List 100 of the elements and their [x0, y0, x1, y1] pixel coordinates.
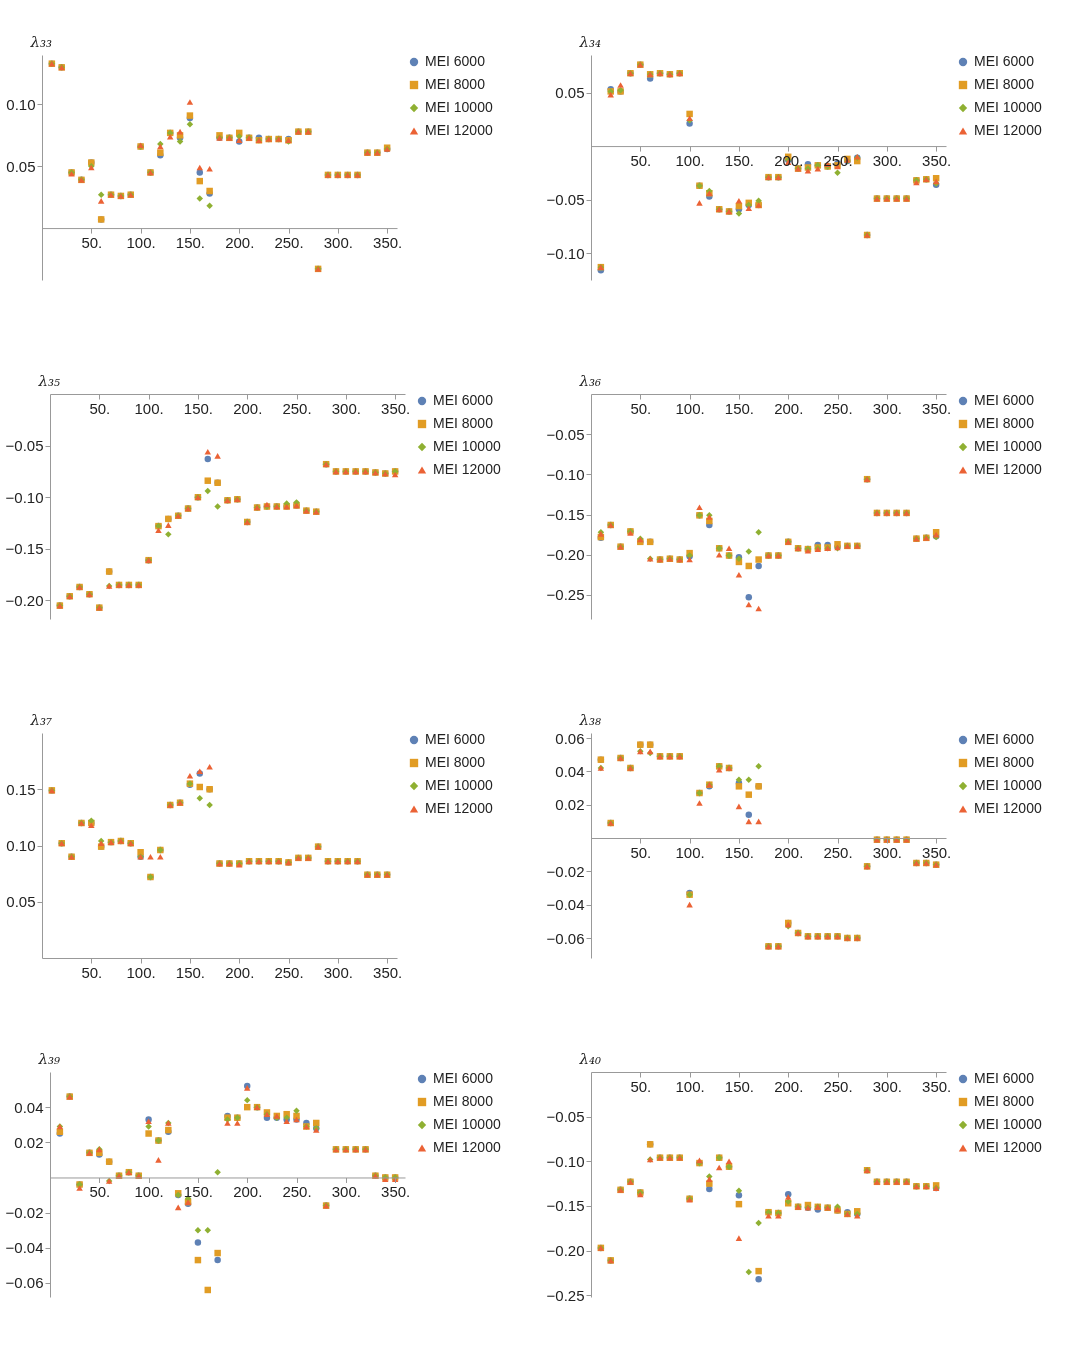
y-tick-label: −0.15 [5, 540, 44, 558]
legend-label: MEI 8000 [974, 754, 1035, 770]
legend-label: MEI 10000 [425, 99, 493, 115]
legend-label: MEI 12000 [425, 122, 493, 138]
y-tick-label: −0.04 [5, 1239, 44, 1257]
y-axis-title: λ₃₈ [578, 710, 602, 729]
legend-label: MEI 12000 [974, 1139, 1042, 1155]
legend-label: MEI 6000 [433, 1070, 494, 1086]
x-tick-label: 150. [183, 399, 214, 417]
legend-label: MEI 6000 [974, 53, 1035, 69]
x-tick-label: 350. [373, 233, 403, 251]
x-tick-label: 150. [183, 1182, 214, 1200]
legend-label: MEI 6000 [974, 392, 1035, 408]
x-tick-label: 250. [823, 1077, 853, 1095]
legend-label: MEI 8000 [974, 1093, 1035, 1109]
x-tick-label: 100. [675, 843, 705, 861]
y-axis-title: λ₃₄ [578, 32, 602, 51]
y-tick-label: 0.06 [555, 729, 585, 747]
y-axis-title: λ₃₉ [37, 1049, 61, 1068]
y-axis-title: λ₃₅ [37, 371, 61, 390]
x-tick-label: 50. [81, 963, 103, 981]
legend-label: MEI 12000 [433, 461, 501, 477]
y-tick-label: −0.10 [546, 465, 585, 483]
x-tick-label: 200. [225, 233, 255, 251]
x-tick-label: 300. [331, 1182, 361, 1200]
legend-label: MEI 6000 [425, 731, 486, 747]
x-tick-label: 250. [282, 1182, 312, 1200]
y-tick-label: 0.02 [555, 796, 585, 814]
x-tick-label: 300. [872, 843, 902, 861]
x-tick-label: 150. [175, 963, 206, 981]
y-tick-label: 0.02 [14, 1133, 44, 1151]
legend-label: MEI 10000 [974, 777, 1042, 793]
x-tick-label: 150. [724, 151, 755, 169]
y-tick-label: −0.05 [546, 191, 585, 209]
y-tick-label: −0.02 [5, 1204, 44, 1222]
x-tick-label: 100. [675, 399, 705, 417]
y-axis-title: λ₄₀ [578, 1049, 602, 1068]
y-tick-label: −0.15 [546, 506, 585, 524]
legend-label: MEI 10000 [974, 1116, 1042, 1132]
legend-label: MEI 8000 [974, 415, 1035, 431]
x-tick-label: 250. [823, 399, 853, 417]
legend-label: MEI 12000 [425, 800, 493, 816]
x-tick-label: 50. [630, 843, 652, 861]
legend-label: MEI 6000 [974, 731, 1035, 747]
x-tick-label: 300. [323, 233, 353, 251]
y-tick-label: −0.20 [546, 1242, 585, 1260]
x-tick-label: 200. [774, 399, 804, 417]
legend-label: MEI 12000 [974, 461, 1042, 477]
y-tick-label: −0.10 [5, 488, 44, 506]
x-tick-label: 150. [724, 843, 755, 861]
y-tick-label: 0.05 [555, 84, 585, 101]
x-tick-label: 250. [274, 233, 304, 251]
x-tick-label: 350. [381, 1182, 411, 1200]
legend-label: MEI 10000 [425, 777, 493, 793]
x-tick-label: 150. [175, 233, 206, 251]
x-tick-label: 100. [675, 151, 705, 169]
y-tick-label: 0.04 [555, 762, 585, 780]
y-tick-label: −0.05 [5, 437, 44, 455]
y-tick-label: −0.10 [546, 244, 585, 262]
legend-label: MEI 10000 [433, 438, 501, 454]
x-tick-label: 350. [922, 151, 952, 169]
y-axis-title: λ₃₃ [29, 32, 53, 51]
x-tick-label: 50. [81, 233, 103, 251]
x-tick-label: 200. [225, 963, 255, 981]
y-tick-label: 0.15 [6, 780, 36, 798]
x-tick-label: 300. [872, 151, 902, 169]
x-tick-label: 200. [233, 1182, 263, 1200]
x-tick-label: 250. [282, 399, 312, 417]
legend-label: MEI 8000 [433, 1093, 494, 1109]
legend-label: MEI 6000 [974, 1070, 1035, 1086]
x-tick-label: 300. [872, 1077, 902, 1095]
x-tick-label: 250. [274, 963, 304, 981]
y-axis-title: λ₃₇ [29, 710, 53, 729]
y-tick-label: −0.05 [546, 425, 585, 443]
y-tick-label: 0.05 [6, 157, 36, 175]
legend-label: MEI 10000 [974, 438, 1042, 454]
y-tick-label: 0.05 [6, 893, 36, 911]
legend-label: MEI 6000 [433, 392, 494, 408]
y-tick-label: −0.06 [546, 929, 585, 947]
legend-label: MEI 8000 [425, 76, 486, 92]
x-tick-label: 50. [630, 1077, 652, 1095]
y-tick-label: 0.10 [6, 95, 36, 113]
x-tick-label: 50. [89, 399, 111, 417]
x-tick-label: 350. [922, 1077, 952, 1095]
x-tick-label: 100. [675, 1077, 705, 1095]
x-tick-label: 50. [89, 1182, 111, 1200]
x-tick-label: 200. [774, 1077, 804, 1095]
legend-label: MEI 6000 [425, 53, 486, 69]
legend-label: MEI 8000 [433, 415, 494, 431]
x-tick-label: 150. [724, 399, 755, 417]
x-tick-label: 300. [331, 399, 361, 417]
x-tick-label: 200. [233, 399, 263, 417]
y-tick-label: −0.05 [546, 1108, 585, 1126]
legend-label: MEI 8000 [425, 754, 486, 770]
x-tick-label: 100. [134, 399, 164, 417]
legend-label: MEI 10000 [974, 99, 1042, 115]
y-axis-title: λ₃₆ [578, 371, 602, 390]
x-tick-label: 350. [381, 399, 411, 417]
x-tick-label: 350. [373, 963, 403, 981]
x-tick-label: 250. [823, 843, 853, 861]
